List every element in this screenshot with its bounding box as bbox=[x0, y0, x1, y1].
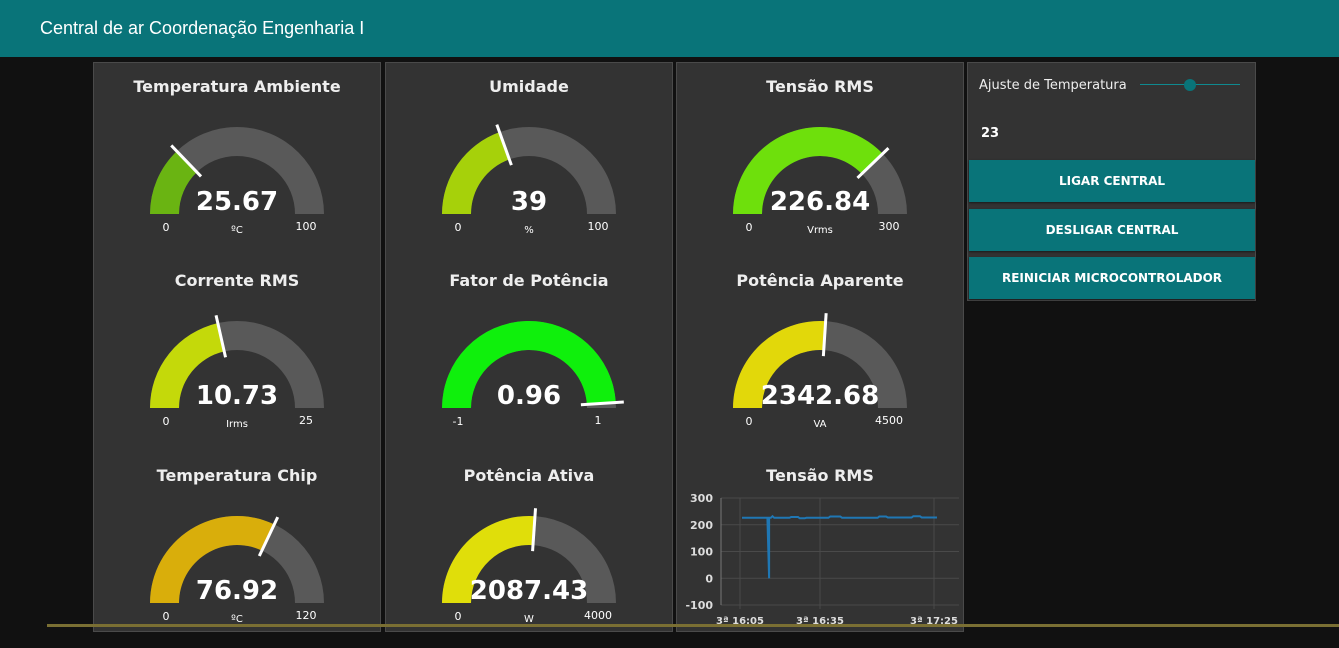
page-title: Central de ar Coordenação Engenharia I bbox=[40, 18, 365, 38]
controls-panel: Ajuste de Temperatura 23 LIGAR CENTRAL D… bbox=[967, 62, 1256, 301]
gauge-dial bbox=[733, 313, 907, 408]
gauge-umidade: Umidade 39 % 0 100 bbox=[386, 63, 672, 257]
line-series bbox=[742, 514, 937, 579]
gauge-needle bbox=[531, 508, 538, 552]
gauge-value: 39 bbox=[510, 187, 548, 217]
gauge-min: 0 bbox=[454, 221, 462, 234]
ligar-central-button[interactable]: LIGAR CENTRAL bbox=[969, 160, 1255, 202]
gauge-value: 226.84 bbox=[769, 187, 871, 217]
gauge-max: 100 bbox=[295, 220, 317, 233]
gauge-min: -1 bbox=[452, 415, 464, 428]
y-tick-label: 100 bbox=[690, 546, 713, 559]
gauge-fill bbox=[150, 323, 225, 408]
gauge-title: Potência Aparente bbox=[736, 271, 904, 290]
gauge-needle bbox=[821, 313, 828, 357]
gauge-min: 0 bbox=[162, 415, 170, 428]
gauge-title: Tensão RMS bbox=[766, 77, 874, 96]
card-column-2: Umidade 39 % 0 100 Fator de Potência 0.9… bbox=[385, 62, 673, 632]
gauge-unit: W bbox=[524, 614, 534, 625]
gauge-dial bbox=[150, 127, 324, 214]
gauge-potencia-ativa: Potência Ativa 2087.43 W 0 4000 bbox=[386, 452, 672, 646]
x-tick-label: 3ª 16:35 bbox=[796, 616, 844, 627]
slider-value: 23 bbox=[981, 126, 1000, 141]
gauge-unit: % bbox=[524, 225, 534, 236]
desligar-central-button[interactable]: DESLIGAR CENTRAL bbox=[969, 209, 1255, 251]
gauge-max: 25 bbox=[299, 414, 313, 427]
gauge-value: 10.73 bbox=[195, 381, 279, 411]
gauge-min: 0 bbox=[745, 415, 753, 428]
gauge-min: 0 bbox=[745, 221, 753, 234]
gauge-value: 2087.43 bbox=[469, 576, 589, 606]
gauge-tensao-rms: Tensão RMS 226.84 Vrms 0 300 bbox=[677, 63, 963, 257]
gauge-min: 0 bbox=[162, 610, 170, 623]
gauge-dial bbox=[442, 508, 616, 603]
x-tick-label: 3ª 16:05 bbox=[716, 616, 764, 627]
gauge-dial bbox=[442, 124, 616, 214]
top-bar: Central de ar Coordenação Engenharia I bbox=[0, 0, 1339, 57]
gauge-unit: Irms bbox=[226, 419, 248, 430]
gauge-needle bbox=[257, 516, 280, 557]
gauge-dial bbox=[150, 315, 324, 408]
gauge-unit: Vrms bbox=[807, 225, 833, 236]
gauge-value: 2342.68 bbox=[760, 381, 880, 411]
y-tick-label: 300 bbox=[690, 492, 713, 505]
chart-title: Tensão RMS bbox=[766, 466, 874, 485]
gauge-fill bbox=[442, 321, 616, 408]
gauge-fill bbox=[733, 127, 883, 214]
x-tick-label: 3ª 17:25 bbox=[910, 616, 958, 627]
reiniciar-microcontrolador-button[interactable]: REINICIAR MICROCONTROLADOR bbox=[969, 257, 1255, 299]
gauge-max: 4000 bbox=[584, 609, 612, 622]
gauge-dial bbox=[150, 516, 324, 603]
gauge-corrente-rms: Corrente RMS 10.73 Irms 0 25 bbox=[94, 257, 380, 451]
gauge-needle bbox=[170, 144, 203, 178]
gauge-max: 100 bbox=[587, 220, 609, 233]
gauge-title: Corrente RMS bbox=[174, 271, 300, 290]
gauge-unit: ºC bbox=[231, 614, 243, 625]
gauge-dial bbox=[733, 127, 907, 214]
gauge-unit: ºC bbox=[231, 225, 243, 236]
gauge-temperatura-ambiente: Temperatura Ambiente 25.67 ºC 0 100 bbox=[94, 63, 380, 257]
gauge-needle bbox=[580, 400, 624, 407]
gauge-max: 1 bbox=[594, 414, 602, 427]
gauge-min: 0 bbox=[454, 610, 462, 623]
gauge-dial bbox=[442, 321, 624, 408]
card-column-3: Tensão RMS 226.84 Vrms 0 300 Potência Ap… bbox=[676, 62, 964, 632]
y-tick-label: 200 bbox=[690, 519, 713, 532]
gauge-max: 120 bbox=[295, 609, 317, 622]
gauge-title: Potência Ativa bbox=[463, 466, 595, 485]
slider-label: Ajuste de Temperatura bbox=[979, 78, 1127, 93]
gauge-max: 300 bbox=[878, 220, 900, 233]
gauge-temperatura-chip: Temperatura Chip 76.92 ºC 0 120 bbox=[94, 452, 380, 646]
gauge-fill bbox=[150, 516, 275, 603]
gauge-fill bbox=[733, 321, 826, 408]
y-tick-label: -100 bbox=[685, 599, 713, 612]
gauge-track bbox=[150, 127, 324, 214]
gauge-fill bbox=[442, 132, 510, 214]
gauge-max: 4500 bbox=[875, 414, 903, 427]
gauge-needle bbox=[214, 315, 227, 358]
gauge-unit: VA bbox=[813, 419, 827, 430]
gauge-title: Temperatura Chip bbox=[156, 466, 318, 485]
gauge-title: Fator de Potência bbox=[449, 271, 609, 290]
gauge-potencia-aparente: Potência Aparente 2342.68 VA 0 4500 bbox=[677, 257, 963, 451]
gauge-title: Temperatura Ambiente bbox=[133, 77, 341, 96]
gauge-needle bbox=[856, 147, 890, 180]
gauge-value: 25.67 bbox=[195, 187, 279, 217]
gauge-value: 0.96 bbox=[496, 381, 562, 411]
gauge-fator-de-potencia: Fator de Potência 0.96 -1 1 bbox=[386, 257, 672, 451]
temperature-slider[interactable] bbox=[1140, 79, 1240, 91]
bottom-border bbox=[47, 624, 1339, 627]
gauge-needle bbox=[495, 124, 513, 166]
gauge-value: 76.92 bbox=[195, 576, 279, 606]
gauge-title: Umidade bbox=[489, 77, 569, 96]
gauge-fill bbox=[442, 516, 535, 603]
card-column-1: Temperatura Ambiente 25.67 ºC 0 100 Corr… bbox=[93, 62, 381, 632]
gauge-fill bbox=[150, 151, 197, 214]
gauge-min: 0 bbox=[162, 221, 170, 234]
y-tick-label: 0 bbox=[705, 572, 713, 585]
slider-thumb[interactable] bbox=[1184, 79, 1196, 91]
